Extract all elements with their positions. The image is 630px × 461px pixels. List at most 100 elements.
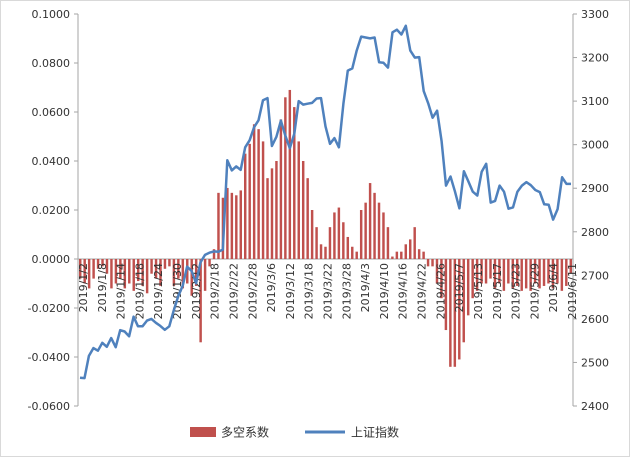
bar	[248, 143, 251, 259]
bar	[440, 259, 443, 299]
legend: 多空系数 上证指数	[190, 425, 399, 440]
bar	[498, 259, 501, 284]
x-tick-label: 2019/5/29	[528, 263, 541, 319]
bar	[533, 259, 537, 284]
bar	[123, 259, 127, 289]
bar	[136, 259, 140, 282]
left-tick-label: -0.0600	[28, 400, 70, 413]
x-tick-label: 2019/3/6	[265, 263, 278, 312]
bar	[306, 178, 309, 259]
bar	[382, 212, 385, 259]
bar	[163, 259, 167, 269]
bar	[270, 168, 274, 259]
bar	[150, 259, 153, 274]
bar	[529, 259, 532, 291]
bar	[377, 202, 381, 259]
x-tick-label: 2019/1/18	[133, 263, 146, 319]
bar	[328, 227, 332, 259]
bar	[413, 227, 416, 259]
x-tick-label: 2019/4/26	[434, 263, 447, 319]
x-tick-label: 2019/6/4	[547, 263, 560, 312]
bar	[542, 259, 546, 286]
x-tick-label: 2019/5/23	[510, 263, 523, 319]
bar	[79, 259, 82, 279]
bar	[565, 259, 568, 286]
right-tick-label: 3100	[581, 95, 609, 108]
x-tick-label: 2019/5/13	[472, 263, 485, 319]
x-tick-label: 2019/2/28	[246, 263, 259, 319]
bar	[203, 259, 207, 291]
bar	[511, 259, 515, 289]
bar	[409, 239, 412, 259]
legend-line-label: 上证指数	[351, 425, 399, 440]
left-tick-label: 0.0200	[32, 204, 71, 217]
x-tick-label: 2019/4/10	[378, 263, 391, 319]
bar	[466, 259, 470, 316]
bar	[556, 259, 559, 284]
x-tick-label: 2019/4/16	[397, 263, 410, 319]
bar	[426, 259, 430, 267]
bar	[181, 259, 185, 289]
bar	[395, 251, 399, 259]
bar-series	[79, 89, 572, 367]
bar	[373, 192, 376, 259]
right-tick-label: 2500	[581, 356, 609, 369]
bar	[105, 259, 109, 274]
bar	[261, 141, 265, 259]
right-tick-label: 2600	[581, 313, 609, 326]
bar	[96, 259, 100, 269]
bar	[507, 259, 510, 284]
bar	[417, 249, 421, 259]
bar	[230, 192, 234, 259]
bar	[520, 259, 523, 291]
legend-bar-label: 多空系数	[221, 425, 269, 440]
bar	[400, 251, 403, 259]
bar	[346, 236, 350, 259]
right-tick-label: 2800	[581, 226, 609, 239]
bar	[279, 119, 283, 259]
bar	[284, 97, 287, 259]
bar	[194, 259, 198, 286]
bar	[288, 89, 292, 259]
bar	[337, 207, 341, 259]
bar	[475, 259, 479, 291]
x-tick-label: 2019/3/22	[322, 263, 335, 319]
bar	[212, 249, 216, 259]
bar	[275, 161, 278, 259]
bar	[217, 192, 220, 259]
bar	[199, 259, 202, 343]
bar	[368, 183, 372, 259]
x-tick-label: 2019/4/3	[359, 263, 372, 312]
bar	[569, 259, 572, 274]
bar	[310, 210, 314, 259]
bar	[324, 246, 327, 259]
left-axis-ticks: 0.1000 0.0800 0.0600 0.0400 0.0200 0.0000 -0.0…	[28, 8, 78, 413]
bar	[101, 259, 104, 267]
bar	[239, 190, 242, 259]
x-tick-label: 2019/6/11	[566, 263, 579, 319]
bar	[431, 259, 434, 267]
bar	[257, 129, 260, 259]
left-tick-label: 0.1000	[32, 8, 71, 21]
bar	[293, 107, 296, 259]
bar	[244, 153, 247, 259]
left-tick-label: 0.0800	[32, 57, 71, 70]
bar	[359, 210, 363, 259]
right-tick-label: 3200	[581, 52, 609, 65]
x-tick-label: 2019/3/12	[284, 263, 297, 319]
bar	[128, 259, 131, 284]
bar	[252, 124, 256, 259]
bar	[266, 178, 269, 259]
x-tick-label: 2019/1/14	[115, 263, 128, 319]
bar	[141, 259, 144, 286]
bar	[444, 259, 448, 331]
bar	[458, 259, 461, 360]
bar	[315, 227, 318, 259]
bar	[493, 259, 497, 289]
right-tick-label: 3300	[581, 8, 609, 21]
bar	[489, 259, 492, 279]
x-tick-label: 2019/2/22	[227, 263, 240, 319]
bar	[471, 259, 474, 299]
right-tick-label: 3000	[581, 139, 609, 152]
